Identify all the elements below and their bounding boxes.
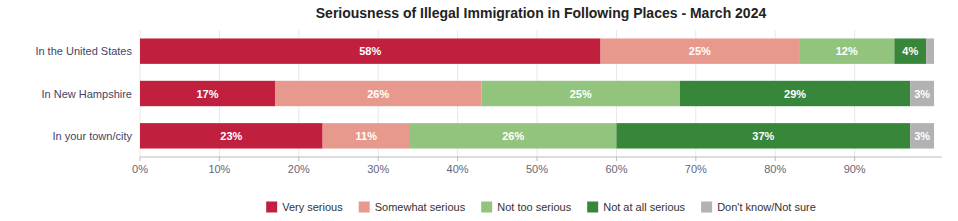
tick-label: 0% <box>132 163 148 175</box>
bar <box>894 38 926 63</box>
tick-label: 40% <box>447 163 469 175</box>
tick-mark <box>457 157 458 161</box>
data-label: 17% <box>196 88 218 100</box>
tick-mark <box>854 157 855 161</box>
legend-swatch <box>587 202 598 213</box>
tick-label: 60% <box>605 163 627 175</box>
bar <box>616 123 910 148</box>
data-label: 12% <box>836 45 858 57</box>
tick-label: 50% <box>526 163 548 175</box>
tick-mark <box>616 157 617 161</box>
legend-label: Not at all serious <box>603 201 685 213</box>
legend-item: Don't know/Not sure <box>701 201 816 213</box>
x-axis <box>140 157 942 158</box>
tick-mark <box>695 157 696 161</box>
bar <box>910 123 934 148</box>
bar <box>140 81 275 106</box>
data-label: 3% <box>914 130 930 142</box>
data-label: 25% <box>689 45 711 57</box>
data-label: 11% <box>356 130 378 142</box>
legend-swatch <box>359 202 370 213</box>
bar <box>481 81 680 106</box>
tick-label: 20% <box>288 163 310 175</box>
data-label: 23% <box>220 130 242 142</box>
legend-label: Very serious <box>282 201 343 213</box>
legend-label: Somewhat serious <box>375 201 466 213</box>
tick-mark <box>775 157 776 161</box>
bar <box>799 38 894 63</box>
title: Seriousness of Illegal Immigration in Fo… <box>316 5 767 21</box>
legend-item: Somewhat serious <box>359 201 466 213</box>
tick-label: 30% <box>367 163 389 175</box>
legend-item: Not too serious <box>481 201 571 213</box>
bar <box>926 38 934 63</box>
data-label: 58% <box>359 45 381 57</box>
bar <box>410 123 616 148</box>
category-label: In New Hampshire <box>42 88 132 100</box>
tick-label: 80% <box>764 163 786 175</box>
bar <box>140 123 323 148</box>
data-label: 26% <box>502 130 524 142</box>
category-label: In your town/city <box>53 130 133 142</box>
bar <box>140 38 601 63</box>
data-label: 26% <box>367 88 389 100</box>
tick-label: 10% <box>208 163 230 175</box>
tick-mark <box>140 157 141 161</box>
legend-swatch <box>481 202 492 213</box>
data-label: 29% <box>784 88 806 100</box>
tick-label: 90% <box>844 163 866 175</box>
legend-label: Don't know/Not sure <box>717 201 816 213</box>
chart: Seriousness of Illegal Immigration in Fo… <box>0 0 958 221</box>
bars <box>140 38 934 148</box>
data-label: 4% <box>902 45 918 57</box>
legend: Very serious Somewhat serious Not too seri… <box>266 201 816 213</box>
legend-item: Very serious <box>266 201 343 213</box>
tick-label: 70% <box>685 163 707 175</box>
data-labels: 58% 17% 23% 25% 26% 11% 12% 25% 26% 4% 29% 37% 3% 3% <box>196 45 930 142</box>
tick-mark <box>298 157 299 161</box>
bar <box>910 81 934 106</box>
bar <box>680 81 910 106</box>
legend-item: Not at all serious <box>587 201 685 213</box>
data-label: 25% <box>570 88 592 100</box>
legend-label: Not too serious <box>497 201 571 213</box>
legend-swatch <box>266 202 277 213</box>
legend-swatch <box>701 202 712 213</box>
data-label: 3% <box>914 88 930 100</box>
tick-mark <box>378 157 379 161</box>
bar <box>323 123 410 148</box>
tick-mark <box>219 157 220 161</box>
data-label: 37% <box>752 130 774 142</box>
tick-mark <box>537 157 538 161</box>
category-label: In the United States <box>35 45 132 57</box>
bar <box>601 38 800 63</box>
bar <box>275 81 481 106</box>
